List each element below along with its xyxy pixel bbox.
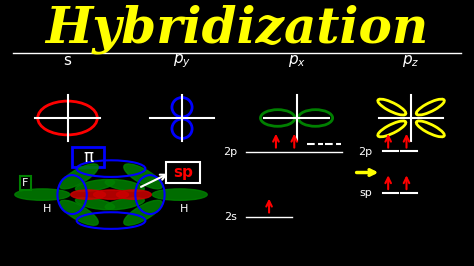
- Ellipse shape: [124, 164, 163, 189]
- Ellipse shape: [117, 190, 151, 199]
- Ellipse shape: [75, 180, 115, 192]
- Text: $p_z$: $p_z$: [402, 53, 420, 69]
- Text: $p_y$: $p_y$: [173, 52, 191, 70]
- Ellipse shape: [124, 200, 163, 225]
- Ellipse shape: [60, 200, 98, 225]
- Text: sp: sp: [359, 188, 372, 198]
- Text: 2p: 2p: [358, 147, 372, 157]
- Text: s: s: [64, 53, 72, 68]
- Text: 2p: 2p: [223, 147, 237, 157]
- Text: H: H: [180, 204, 189, 214]
- Text: $p_x$: $p_x$: [288, 53, 306, 69]
- Text: H: H: [43, 204, 51, 214]
- Ellipse shape: [152, 189, 207, 200]
- Text: 2s: 2s: [224, 212, 237, 222]
- Ellipse shape: [75, 198, 115, 210]
- Ellipse shape: [105, 198, 145, 210]
- Ellipse shape: [15, 189, 70, 200]
- Ellipse shape: [71, 190, 106, 199]
- Ellipse shape: [93, 190, 128, 199]
- Ellipse shape: [105, 180, 145, 192]
- FancyBboxPatch shape: [166, 162, 201, 183]
- Text: F: F: [22, 178, 28, 188]
- Ellipse shape: [60, 164, 98, 189]
- Text: sp: sp: [173, 165, 193, 180]
- Text: Hybridization: Hybridization: [46, 5, 428, 55]
- Text: π: π: [83, 148, 93, 166]
